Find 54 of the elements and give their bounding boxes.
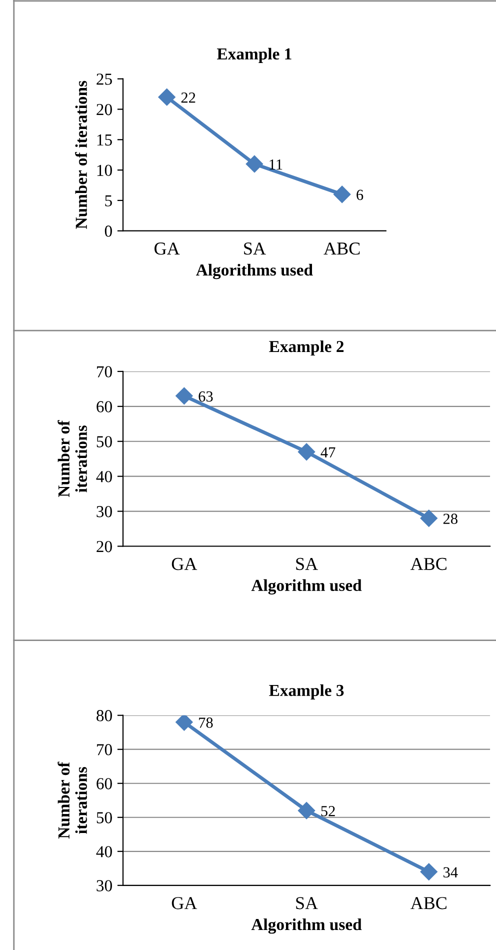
- y-tick-label: 80: [96, 710, 112, 722]
- x-axis-title: Algorithm used: [251, 918, 362, 934]
- x-tick-label: GA: [172, 897, 198, 910]
- data-label: 34: [443, 867, 458, 878]
- chart-title: Example 1: [217, 48, 292, 63]
- point: [298, 802, 316, 820]
- y-tick-label: 0: [104, 226, 112, 237]
- y-tick-label: 40: [96, 846, 112, 858]
- point: [420, 510, 438, 527]
- y-tick-label: 25: [96, 74, 112, 85]
- y-tick-label: 50: [96, 436, 112, 448]
- point: [176, 715, 193, 731]
- chart-title: Example 3: [269, 684, 344, 700]
- x-axis-title: Algorithm used: [251, 579, 362, 595]
- y-tick-label: 60: [96, 401, 112, 412]
- y-tick-label: 40: [96, 471, 112, 482]
- data-label: 22: [181, 92, 196, 103]
- y-tick-label: 30: [96, 880, 112, 892]
- x-tick-label: SA: [244, 242, 266, 255]
- x-tick-label: ABC: [324, 242, 360, 255]
- point: [420, 863, 438, 880]
- y-axis-title: Number of iterations: [58, 420, 87, 498]
- point: [298, 443, 316, 460]
- point: [334, 186, 351, 203]
- y-axis-title: Number of iterations: [58, 762, 87, 839]
- x-axis-title: Algorithms used: [196, 264, 313, 280]
- data-label: 63: [198, 391, 213, 402]
- y-tick-label: 70: [97, 366, 112, 378]
- data-label: 11: [270, 159, 282, 170]
- data-label: 47: [320, 447, 336, 458]
- x-tick-label: SA: [296, 558, 318, 570]
- y-tick-label: 20: [96, 540, 112, 552]
- y-tick-label: 10: [97, 164, 112, 176]
- point: [176, 387, 193, 404]
- point: [158, 88, 176, 106]
- y-tick-label: 50: [96, 812, 112, 824]
- x-tick-label: GA: [172, 558, 198, 570]
- y-tick-label: 20: [96, 104, 112, 116]
- point: [246, 155, 263, 173]
- y-tick-label: 5: [105, 195, 112, 206]
- y-tick-label: 60: [96, 778, 112, 790]
- x-tick-label: SA: [296, 897, 318, 910]
- data-label: 28: [443, 514, 458, 524]
- x-tick-label: ABC: [410, 558, 446, 570]
- data-label: 78: [199, 718, 213, 728]
- y-axis-title: Number of iterations: [75, 80, 88, 229]
- y-tick-label: 30: [96, 506, 112, 518]
- data-label: 6: [356, 190, 364, 200]
- data-label: 52: [321, 806, 335, 816]
- y-tick-label: 70: [97, 744, 112, 756]
- x-tick-label: ABC: [410, 897, 446, 910]
- x-tick-label: GA: [154, 242, 180, 255]
- y-tick-label: 15: [97, 134, 112, 146]
- chart-title: Example 2: [269, 340, 344, 356]
